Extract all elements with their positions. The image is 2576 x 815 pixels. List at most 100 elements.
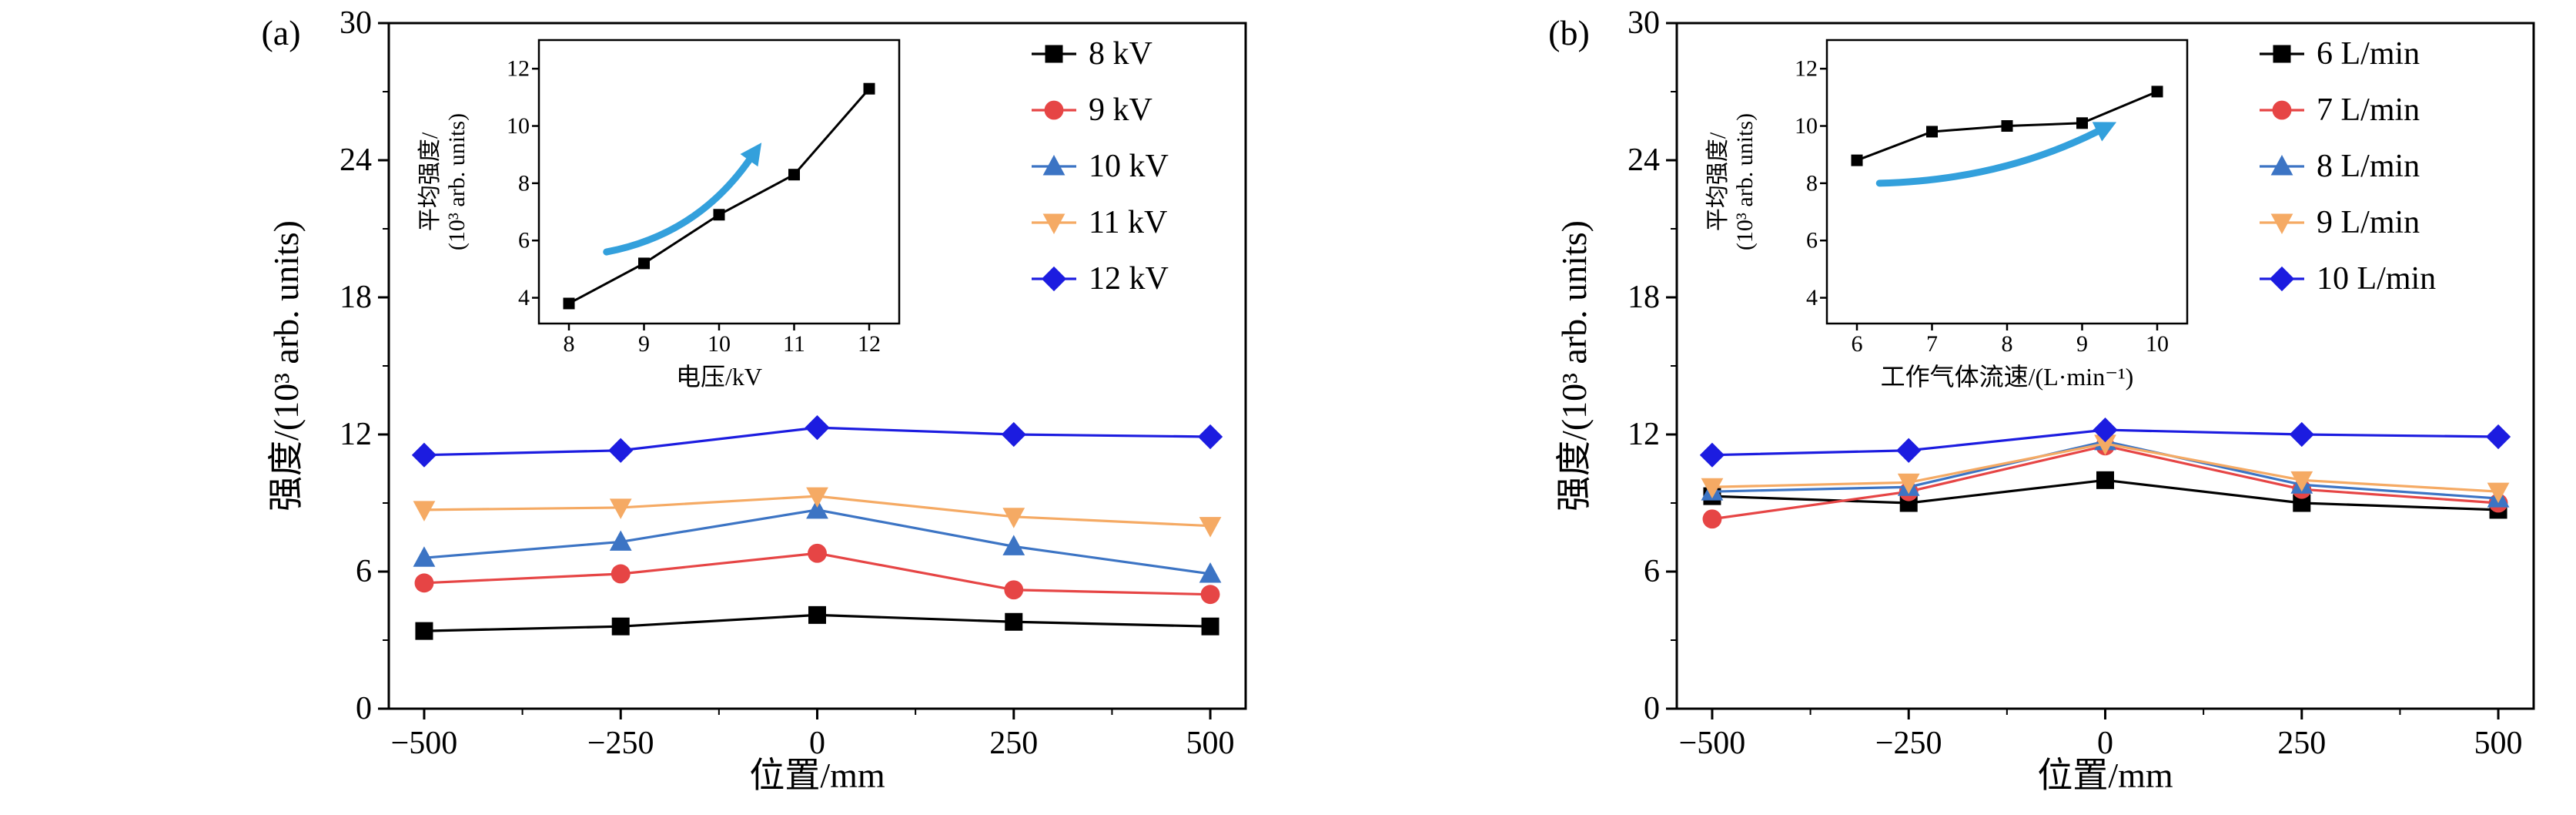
series-10-kv <box>413 498 1222 583</box>
marker-triangle-down <box>1897 473 1920 495</box>
y-tick-label: 18 <box>1628 280 1660 315</box>
inset-chart: 6 7 8 9 10 4 6 8 10 12 工作气体流速/(L·min⁻¹) 平均强度/(10³ a… <box>1705 39 2189 391</box>
marker-diamond <box>2289 421 2314 448</box>
marker-triangle-up <box>413 546 436 567</box>
legend-item: 7 L/min <box>2260 92 2420 128</box>
inset-y-tick-label: 6 <box>518 228 530 253</box>
legend-label: 12 kV <box>1089 261 1169 297</box>
inset-y-tick-label: 8 <box>1806 170 1818 196</box>
series-9-kv <box>414 543 1220 605</box>
marker-square <box>1201 617 1219 636</box>
marker-square <box>1851 154 1863 166</box>
marker-diamond <box>2485 424 2511 450</box>
legend-item: 6 L/min <box>2260 36 2420 72</box>
x-tick-label: 0 <box>809 726 825 761</box>
legend: 8 kV 9 kV 10 kV 11 kV 12 kV <box>1032 36 1169 297</box>
marker-circle <box>808 543 827 563</box>
inset-chart: 8 9 10 11 12 4 6 8 10 12 电压/kV 平均强度/(10³ arb. units… <box>417 39 901 391</box>
legend: 6 L/min 7 L/min 8 L/min 9 L/min 10 L/min <box>2260 36 2436 297</box>
legend-item: 10 L/min <box>2260 261 2436 297</box>
marker-square <box>563 297 575 310</box>
x-axis-label: 位置/mm <box>2037 756 2173 795</box>
marker-diamond <box>2269 266 2295 292</box>
series-11-kv <box>413 487 1222 538</box>
marker-diamond <box>805 415 830 441</box>
marker-square <box>1005 612 1023 631</box>
marker-square <box>2273 45 2291 63</box>
legend-item: 8 L/min <box>2260 149 2420 184</box>
legend-label: 8 L/min <box>2317 149 2420 184</box>
panel-b: −500 −250 0 250 500 0 6 12 18 24 30 位置/mm 强度/(10³ ar… <box>1288 0 2576 811</box>
marker-triangle-up <box>1042 155 1066 176</box>
inset-y-axis-label-line1: 平均强度/ <box>417 132 443 231</box>
legend-label: 6 L/min <box>2317 36 2420 72</box>
legend-label: 10 L/min <box>2317 261 2436 297</box>
marker-square <box>2001 120 2013 132</box>
x-axis-label: 位置/mm <box>749 756 885 795</box>
inset-y-tick-label: 8 <box>518 170 530 196</box>
marker-diamond <box>1001 421 1026 448</box>
inset-x-tick-label: 7 <box>1926 331 1938 357</box>
inset-y-tick-label: 4 <box>1806 285 1818 310</box>
x-tick-label: 500 <box>2474 726 2523 761</box>
marker-square <box>2096 471 2114 489</box>
marker-circle <box>1044 100 1064 120</box>
inset-y-axis-label-line1: 平均强度/ <box>1705 132 1731 231</box>
y-tick-label: 30 <box>1628 5 1660 41</box>
marker-square <box>415 622 433 640</box>
chart-panel-a: −500 −250 0 250 500 0 6 12 18 24 30 位置/mm 强度/(10³ ar… <box>261 5 1247 795</box>
x-tick-label: −250 <box>1875 726 1942 761</box>
marker-square <box>2076 117 2088 129</box>
inset-frame <box>537 39 901 325</box>
marker-circle <box>1702 509 1722 529</box>
marker-square <box>713 209 725 221</box>
marker-diamond <box>1197 424 1223 450</box>
y-tick-label: 30 <box>340 5 372 41</box>
marker-triangle-down <box>2487 482 2510 504</box>
marker-square <box>2151 86 2163 98</box>
legend-label: 9 L/min <box>2317 205 2420 240</box>
legend-item: 10 kV <box>1032 149 1169 184</box>
y-axis-label: 强度/(10³ arb. units) <box>1554 220 1594 511</box>
marker-triangle-down <box>806 487 828 508</box>
y-tick-label: 12 <box>1628 417 1660 452</box>
marker-diamond <box>1896 438 1922 463</box>
legend-label: 9 kV <box>1089 92 1153 128</box>
inset-x-tick-label: 12 <box>858 331 881 357</box>
marker-square <box>808 605 826 624</box>
trend-arrowhead <box>740 143 762 167</box>
marker-triangle-down <box>609 498 632 519</box>
inset-x-tick-label: 10 <box>708 331 731 357</box>
y-tick-label: 0 <box>1644 691 1660 726</box>
y-tick-label: 12 <box>340 417 372 452</box>
marker-square <box>788 169 800 181</box>
marker-square <box>2293 494 2311 512</box>
y-tick-label: 6 <box>1644 554 1660 589</box>
x-tick-label: −250 <box>587 726 654 761</box>
inset-x-tick-label: 10 <box>2146 331 2169 357</box>
marker-triangle-down <box>2270 213 2293 234</box>
inset-y-axis-label-line2: (10³ arb. units) <box>1732 113 1758 250</box>
legend-label: 8 kV <box>1089 36 1153 72</box>
marker-circle <box>1004 580 1024 600</box>
inset-y-tick-label: 12 <box>507 56 530 82</box>
marker-diamond <box>608 438 634 463</box>
marker-square <box>863 82 875 95</box>
inset-y-tick-label: 10 <box>1795 113 1818 139</box>
inset-x-tick-label: 11 <box>783 331 805 357</box>
series-10-l-min <box>1699 417 2511 468</box>
marker-triangle-down <box>1042 213 1066 234</box>
marker-diamond <box>1041 266 1067 292</box>
inset-x-axis-label: 工作气体流速/(L·min⁻¹) <box>1881 363 2134 391</box>
axes: −500 −250 0 250 500 0 6 12 18 24 30 位置/mm 强度/(10³ ar… <box>266 5 1247 795</box>
marker-square <box>1045 45 1063 63</box>
marker-triangle-up <box>2270 155 2293 176</box>
panel-label: (a) <box>261 13 300 52</box>
marker-triangle-down <box>413 501 436 522</box>
marker-triangle-up <box>806 498 828 519</box>
legend-label: 10 kV <box>1089 149 1169 184</box>
x-tick-label: 0 <box>2097 726 2113 761</box>
y-tick-label: 24 <box>340 143 372 178</box>
inset-x-tick-label: 8 <box>2002 331 2013 357</box>
